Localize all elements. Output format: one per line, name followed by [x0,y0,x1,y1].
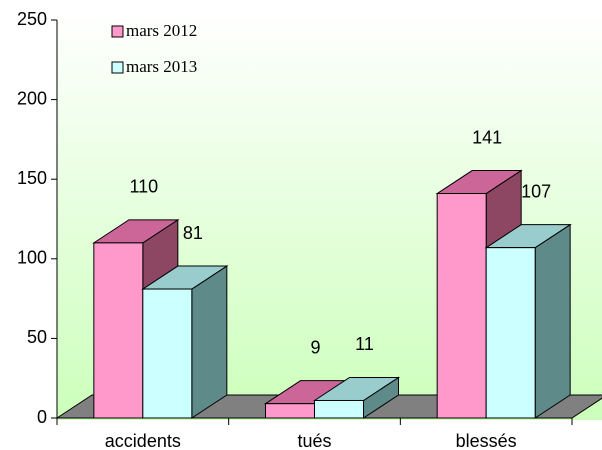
y-tick-label: 150 [17,168,47,188]
y-tick-label: 100 [17,248,47,268]
y-tick-label: 200 [17,88,47,108]
legend-swatch [111,25,124,38]
y-tick-label: 50 [27,327,47,347]
y-tick-label: 250 [17,9,47,29]
value-label: 107 [521,181,551,201]
bar [485,247,536,419]
bar [142,288,193,419]
x-tick-label: accidents [105,431,181,450]
value-label: 81 [183,223,203,243]
bar [93,242,144,419]
legend-swatch [111,61,124,74]
value-label: 11 [355,334,374,354]
value-label: 9 [310,337,320,357]
bar [314,399,364,419]
x-tick-label: blessés [456,431,517,450]
bar [436,193,487,419]
legend-label: mars 2012 [126,21,197,40]
bar-side [191,265,228,419]
legend-label: mars 2013 [126,57,197,76]
y-tick-label: 0 [37,407,47,427]
value-label: 110 [129,177,158,197]
value-label: 141 [472,127,502,147]
bar-side [534,223,571,419]
x-tick-label: tués [297,431,331,450]
bar [265,403,315,419]
